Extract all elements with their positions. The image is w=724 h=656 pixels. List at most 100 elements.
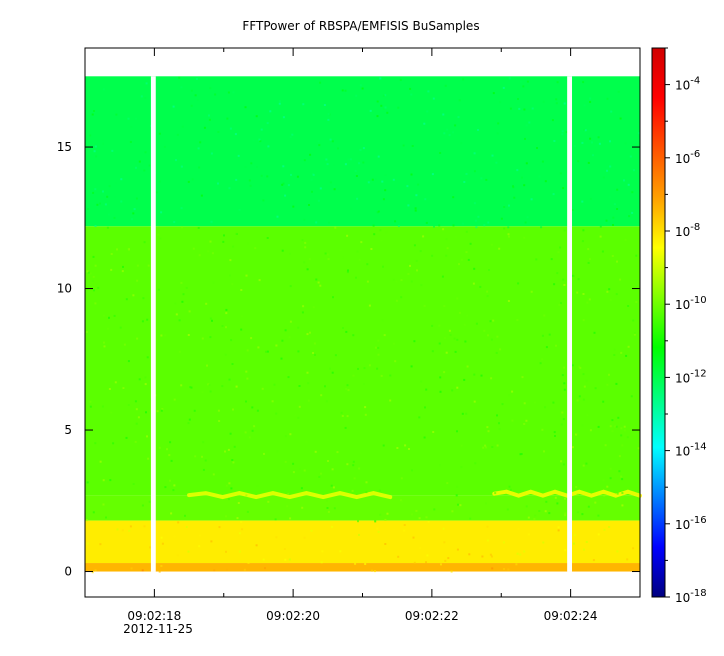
noise-speckle <box>196 99 199 101</box>
noise-speckle <box>347 158 350 161</box>
noise-speckle <box>561 411 564 414</box>
noise-speckle <box>287 184 290 187</box>
noise-speckle <box>503 568 505 570</box>
noise-speckle <box>534 401 536 404</box>
noise-speckle <box>525 162 528 165</box>
noise-speckle <box>486 290 489 293</box>
noise-speckle <box>597 533 600 536</box>
noise-speckle <box>136 337 139 340</box>
noise-speckle <box>627 345 630 348</box>
noise-speckle <box>217 182 219 185</box>
x-axis-tick-label: 09:02:22 <box>405 609 459 623</box>
noise-speckle <box>562 187 565 190</box>
noise-speckle <box>110 268 113 271</box>
noise-speckle <box>444 136 447 139</box>
noise-speckle <box>557 526 560 529</box>
noise-speckle <box>89 134 92 137</box>
noise-speckle <box>380 104 383 107</box>
noise-speckle <box>132 294 135 297</box>
power-band-4 <box>85 563 640 572</box>
noise-speckle <box>543 314 546 317</box>
noise-speckle <box>513 196 516 199</box>
noise-speckle <box>297 326 300 329</box>
noise-speckle <box>456 338 459 341</box>
noise-speckle <box>121 270 124 273</box>
noise-speckle <box>365 491 368 494</box>
noise-speckle <box>346 234 349 237</box>
noise-speckle <box>191 178 194 181</box>
power-feature-0 <box>187 491 393 500</box>
noise-speckle <box>400 296 403 299</box>
noise-speckle <box>581 424 584 427</box>
noise-speckle <box>229 432 232 435</box>
noise-speckle <box>327 258 330 261</box>
noise-speckle <box>226 117 229 120</box>
noise-speckle <box>340 411 343 414</box>
noise-speckle <box>413 110 416 113</box>
noise-speckle <box>616 260 618 263</box>
noise-speckle <box>317 140 320 143</box>
noise-speckle <box>275 412 278 415</box>
noise-speckle <box>376 100 379 103</box>
noise-speckle <box>517 527 520 530</box>
noise-speckle <box>556 81 559 84</box>
noise-speckle <box>382 444 385 447</box>
noise-speckle <box>497 122 500 125</box>
noise-speckle <box>379 513 382 516</box>
noise-speckle <box>438 324 441 327</box>
noise-speckle <box>256 485 259 487</box>
noise-speckle <box>425 516 428 519</box>
noise-speckle <box>544 406 547 409</box>
noise-speckle <box>516 319 519 321</box>
noise-speckle <box>404 444 407 447</box>
noise-speckle <box>423 304 426 307</box>
noise-speckle <box>408 448 410 450</box>
noise-speckle <box>276 215 279 218</box>
noise-speckle <box>103 345 106 348</box>
noise-speckle <box>331 525 333 528</box>
noise-speckle <box>212 473 215 476</box>
noise-speckle <box>244 431 247 434</box>
noise-speckle <box>241 528 244 531</box>
noise-speckle <box>252 139 255 142</box>
noise-speckle <box>564 514 567 517</box>
noise-speckle <box>238 550 241 553</box>
noise-speckle <box>281 249 284 252</box>
power-band-0 <box>85 76 640 227</box>
noise-speckle <box>231 283 234 286</box>
noise-speckle <box>320 394 323 397</box>
noise-speckle <box>418 416 421 419</box>
noise-speckle <box>147 264 150 267</box>
noise-speckle <box>631 211 634 214</box>
noise-speckle <box>483 329 486 332</box>
noise-speckle <box>576 493 579 496</box>
noise-speckle <box>306 333 309 336</box>
noise-speckle <box>323 104 326 106</box>
noise-speckle <box>176 554 179 557</box>
noise-speckle <box>108 388 111 390</box>
noise-speckle <box>619 278 622 281</box>
noise-speckle <box>613 348 616 351</box>
noise-speckle <box>541 358 544 361</box>
noise-speckle <box>308 204 310 206</box>
noise-speckle <box>208 384 211 386</box>
noise-speckle <box>449 333 452 336</box>
noise-speckle <box>511 390 514 393</box>
noise-speckle <box>288 336 291 339</box>
noise-speckle <box>407 262 410 265</box>
noise-speckle <box>370 248 373 250</box>
noise-speckle <box>141 504 144 507</box>
noise-speckle <box>329 367 331 370</box>
noise-speckle <box>168 454 171 457</box>
noise-speckle <box>246 377 249 380</box>
noise-speckle <box>303 536 306 539</box>
noise-speckle <box>146 356 149 359</box>
noise-speckle <box>368 304 371 307</box>
noise-speckle <box>355 276 357 279</box>
noise-speckle <box>245 370 248 373</box>
noise-speckle <box>376 367 379 370</box>
noise-speckle <box>453 337 456 340</box>
noise-speckle <box>340 387 343 390</box>
noise-speckle <box>308 258 311 261</box>
noise-speckle <box>606 169 608 172</box>
